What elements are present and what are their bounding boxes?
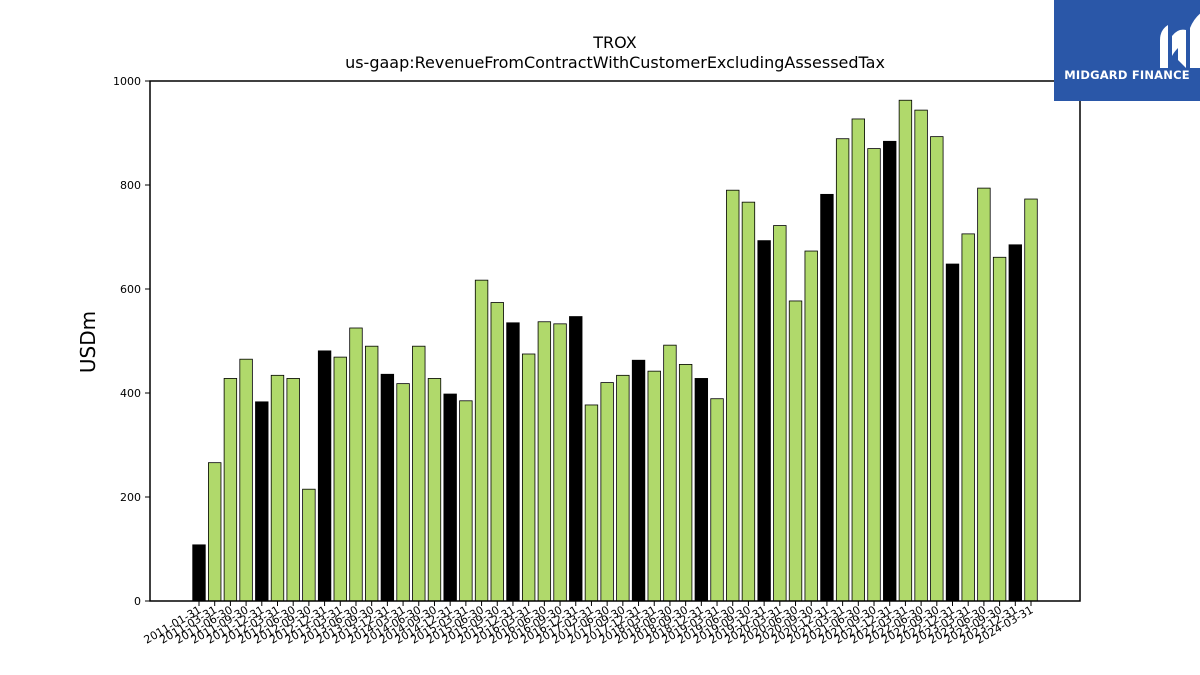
bar-2013-12-31 bbox=[380, 373, 395, 602]
bar-2018-06-30 bbox=[663, 344, 677, 602]
bar-2014-03-31 bbox=[396, 383, 410, 602]
bar-2014-06-30 bbox=[412, 345, 426, 602]
bar-2017-12-31 bbox=[631, 359, 646, 602]
bar-2017-03-31 bbox=[584, 404, 599, 602]
bar-2020-12-31 bbox=[820, 193, 834, 602]
chart-subtitle: us-gaap:RevenueFromContractWithCustomerE… bbox=[345, 53, 885, 72]
bar-2017-09-30 bbox=[616, 374, 630, 602]
bar-2013-06-30 bbox=[349, 327, 363, 602]
brand-name: MIDGARD FINANCE bbox=[1064, 68, 1190, 82]
bar-2015-12-31 bbox=[506, 322, 520, 602]
bar-2021-09-30 bbox=[867, 148, 881, 602]
bar-2020-06-30 bbox=[788, 300, 803, 602]
bars-group bbox=[192, 99, 1038, 602]
bar-2021-06-30 bbox=[851, 118, 865, 602]
bar-2020-09-30 bbox=[804, 250, 818, 602]
y-axis-label: USDm bbox=[76, 311, 100, 373]
bar-2012-12-31 bbox=[317, 350, 332, 602]
bar-2011-03-31 bbox=[208, 462, 222, 602]
bar-2019-12-31 bbox=[757, 240, 771, 602]
bar-2016-12-31 bbox=[569, 316, 583, 602]
plot-frame bbox=[149, 80, 1081, 602]
bar-2011-06-30 bbox=[223, 378, 238, 602]
bar-2016-06-30 bbox=[537, 321, 552, 602]
bar-2018-12-31 bbox=[694, 378, 709, 602]
bar-2011-12-31 bbox=[255, 401, 269, 602]
bar-2013-03-31 bbox=[333, 356, 347, 602]
bar-2023-09-30 bbox=[992, 256, 1007, 602]
bar-2017-06-30 bbox=[600, 382, 614, 602]
bar-2021-03-31 bbox=[835, 138, 850, 602]
bar-2019-06-30 bbox=[726, 189, 740, 602]
bar-2018-09-30 bbox=[678, 363, 693, 602]
bar-2011-09-30 bbox=[239, 358, 253, 602]
bar-2012-09-30 bbox=[302, 488, 316, 602]
bar-2016-09-30 bbox=[553, 323, 567, 602]
bar-2013-09-30 bbox=[364, 345, 379, 602]
bar-2015-06-30 bbox=[474, 279, 489, 602]
midgard-finance-logo: MIDGARD FINANCE bbox=[1054, 0, 1200, 101]
bar-2015-03-31 bbox=[459, 400, 473, 602]
bar-2022-09-30 bbox=[930, 136, 944, 602]
bar-2020-03-31 bbox=[773, 225, 787, 602]
bar-2023-03-31 bbox=[961, 233, 975, 602]
bar-2023-06-30 bbox=[977, 187, 991, 602]
y-tick-label: 800 bbox=[120, 179, 141, 192]
bar-2016-03-31 bbox=[521, 353, 536, 602]
bar-2012-06-30 bbox=[286, 378, 300, 602]
bar-2022-06-30 bbox=[914, 109, 928, 602]
bar-2018-03-31 bbox=[647, 370, 661, 602]
bar-2011-01-31 bbox=[192, 544, 206, 602]
y-axis: 0 200 400 600 800 1000 bbox=[113, 75, 150, 608]
bar-2022-03-31 bbox=[898, 99, 913, 602]
chart-title: TROX bbox=[592, 33, 636, 52]
bar-2012-03-31 bbox=[270, 374, 285, 602]
bar-2022-12-31 bbox=[945, 263, 960, 602]
bar-2023-12-31 bbox=[1008, 244, 1022, 602]
bar-2014-09-30 bbox=[427, 378, 442, 602]
bar-2019-03-31 bbox=[710, 398, 724, 602]
x-axis: 2011-01-312011-03-312011-06-302011-09-30… bbox=[142, 601, 1036, 647]
y-tick-label: 400 bbox=[120, 387, 141, 400]
midgard-logo-icon bbox=[1160, 13, 1200, 69]
bar-2024-03-31 bbox=[1024, 198, 1038, 602]
y-tick-label: 1000 bbox=[113, 75, 141, 88]
y-tick-label: 600 bbox=[120, 283, 141, 296]
y-tick-label: 0 bbox=[134, 595, 141, 608]
bar-2014-12-31 bbox=[443, 393, 457, 602]
bar-2021-12-31 bbox=[883, 140, 897, 602]
bar-2019-09-30 bbox=[741, 201, 756, 602]
bar-2015-09-30 bbox=[490, 302, 504, 602]
y-tick-label: 200 bbox=[120, 491, 141, 504]
